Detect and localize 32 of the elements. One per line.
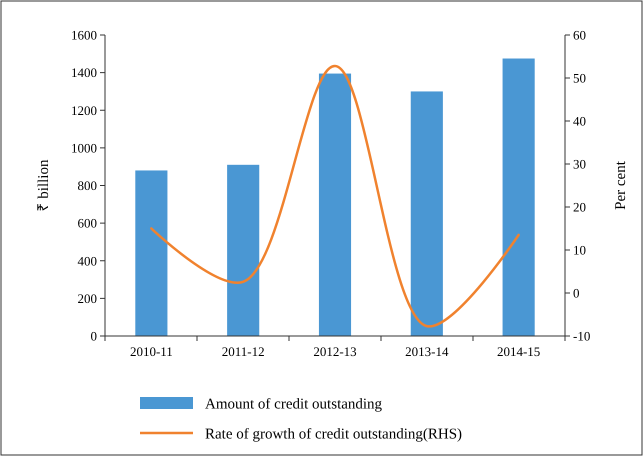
y2-tick-label: 10 — [573, 242, 586, 258]
x-tick-label: 2013-14 — [405, 344, 449, 359]
y-tick-label: 0 — [90, 328, 97, 344]
x-tick-label: 2011-12 — [222, 344, 265, 359]
y2-tick-label: 40 — [573, 114, 586, 129]
line-series — [150, 64, 520, 328]
y2-axis-title: Per cent — [613, 160, 629, 210]
y-tick-label: 1000 — [71, 140, 97, 156]
y2-tick-label: -10 — [573, 328, 590, 344]
y-tick-label: 200 — [78, 290, 97, 306]
legend-label: Amount of credit outstanding — [205, 396, 383, 412]
y2-tick-label: 60 — [573, 28, 586, 43]
y-tick-label: 400 — [78, 253, 97, 268]
y-tick-label: 600 — [78, 216, 97, 231]
bar — [227, 164, 260, 336]
bar — [410, 91, 443, 336]
y-axis-title: ₹ billion — [36, 159, 52, 212]
y2-tick-label: 50 — [573, 70, 586, 86]
legend-label: Rate of growth of credit outstanding(RHS) — [205, 426, 462, 442]
y-tick-label: 1400 — [71, 65, 97, 80]
y-tick-label: 800 — [78, 178, 97, 194]
bar — [318, 74, 352, 336]
x-tick-label: 2010-11 — [130, 344, 173, 359]
bar — [135, 170, 168, 336]
y2-tick-label: 20 — [573, 200, 586, 215]
x-tick-label: 2012-13 — [313, 344, 357, 359]
y-tick-label: 1200 — [71, 102, 97, 118]
y2-tick-label: 30 — [573, 156, 586, 172]
x-tick-label: 2014-15 — [496, 344, 540, 359]
y-tick-label: 1600 — [71, 28, 97, 43]
y2-tick-label: 0 — [573, 286, 580, 301]
bar — [502, 58, 535, 336]
